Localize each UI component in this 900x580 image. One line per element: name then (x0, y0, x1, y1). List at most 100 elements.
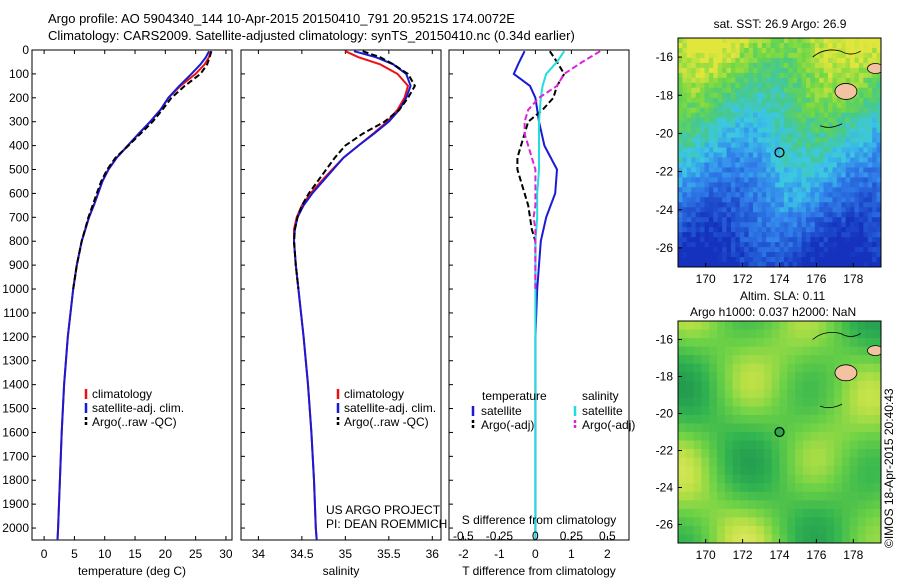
sst-map-cell (854, 147, 860, 153)
sst-map-cell (766, 57, 772, 64)
sst-map-cell (819, 62, 825, 69)
sst-map-cell (775, 257, 780, 263)
temperature-xtick-label: 5 (71, 547, 78, 561)
sst-map-cell (805, 132, 811, 138)
sst-map-cell (753, 232, 758, 238)
sla-map-cell (763, 440, 773, 450)
sst-map-cell (761, 257, 767, 263)
sla-map-cell (841, 500, 851, 510)
sst-map-cell (686, 97, 692, 104)
sst-map-cell (805, 72, 811, 79)
sst-map-cell (708, 192, 714, 198)
sst-map-cell (717, 197, 723, 203)
sla-map-cell (834, 380, 843, 390)
sst-map-cell (682, 87, 688, 94)
sst-map-cell (788, 172, 794, 178)
sst-map-cell (805, 192, 811, 198)
sla-map-cell (709, 534, 718, 543)
sst-map-cell (779, 232, 785, 238)
sst-map-cell (700, 247, 705, 253)
sst-map-cell (757, 112, 763, 119)
sla-map-cell (717, 440, 726, 450)
sla-map-cell (865, 517, 874, 527)
sst-map-cell (695, 87, 701, 94)
sst-map-cell (704, 102, 710, 109)
sla-map-cell (693, 423, 702, 433)
sst-map-cell (775, 187, 780, 193)
sla-map-cell (818, 363, 827, 373)
sst-map-cell (832, 127, 838, 133)
sst-map-cell (766, 167, 772, 173)
sla-map-cell (748, 389, 757, 399)
salinity-legend-label: climatology (344, 387, 404, 401)
sst-map-cell (700, 42, 705, 49)
sla-map-cell (756, 440, 765, 450)
sst-map-cell (717, 237, 723, 243)
sla-map-cell (841, 414, 851, 424)
sst-map-cell (805, 167, 811, 173)
sst-map-cell (748, 142, 754, 148)
sla-map-cell (802, 440, 812, 450)
sst-map-cell (788, 187, 794, 193)
sst-map-cell (766, 252, 772, 258)
sla-map-cell (865, 397, 874, 407)
sla-map-cell (873, 449, 881, 459)
sst-map-cell (726, 257, 732, 263)
sla-map-cell (849, 338, 858, 348)
sst-map-cell (717, 172, 723, 178)
sst-map-cell (766, 62, 772, 69)
sst-map-cell (783, 152, 789, 158)
sla-map-cell (724, 372, 734, 382)
sst-map-cell (713, 257, 719, 263)
sst-map-cell (695, 42, 701, 49)
sla-map-cell (873, 508, 881, 518)
sst-map-cell (730, 147, 736, 153)
sst-map-cell (770, 142, 776, 148)
sla-map-cell (826, 517, 835, 527)
sla-map-cell (740, 329, 749, 339)
sla-map-cell (873, 466, 881, 476)
sst-map-cell (823, 152, 829, 158)
sst-map-cell (761, 152, 767, 158)
sst-map-cell (872, 127, 877, 133)
sst-map-cell (823, 162, 829, 168)
sla-map-ytick-label: -20 (656, 407, 674, 421)
sst-map-cell (828, 102, 833, 109)
sst-map-cell (841, 197, 847, 203)
sla-map-cell (717, 397, 726, 407)
sst-map-cell (761, 182, 767, 188)
sst-map-cell (686, 172, 692, 178)
sst-map-cell (722, 122, 727, 129)
sla-map-ytick-label: -16 (656, 333, 674, 347)
sst-map-cell (730, 152, 736, 158)
sst-map-cell (854, 57, 860, 64)
sst-map-cell (700, 77, 705, 84)
sst-map-cell (770, 97, 776, 104)
sst-map-cell (832, 112, 838, 119)
sst-map-cell (797, 62, 802, 69)
sst-map-cell (704, 112, 710, 119)
sst-map-cell (691, 212, 697, 218)
sst-map-cell (766, 77, 772, 84)
sla-map-cell (834, 389, 843, 399)
sst-map-cell (686, 122, 692, 129)
sst-map-cell (682, 242, 688, 248)
sla-map-cell (818, 397, 827, 407)
sst-map-cell (766, 72, 772, 79)
depth-tick-label: 700 (9, 210, 29, 224)
sst-map-cell (783, 132, 789, 138)
sst-map-cell (832, 187, 838, 193)
sst-map-cell (810, 247, 816, 253)
sst-map-cell (823, 232, 829, 238)
sst-map-cell (686, 42, 692, 49)
sst-map-cell (788, 72, 794, 79)
sst-map-cell (695, 102, 701, 109)
sst-map-cell (872, 182, 877, 188)
sst-map-cell (753, 122, 758, 129)
sst-map-cell (823, 137, 829, 143)
sst-map-cell (823, 242, 829, 248)
sst-map-cell (788, 38, 794, 44)
sst-map-cell (757, 212, 763, 218)
sst-map-cell (814, 132, 820, 138)
sla-map-cell (756, 457, 765, 467)
